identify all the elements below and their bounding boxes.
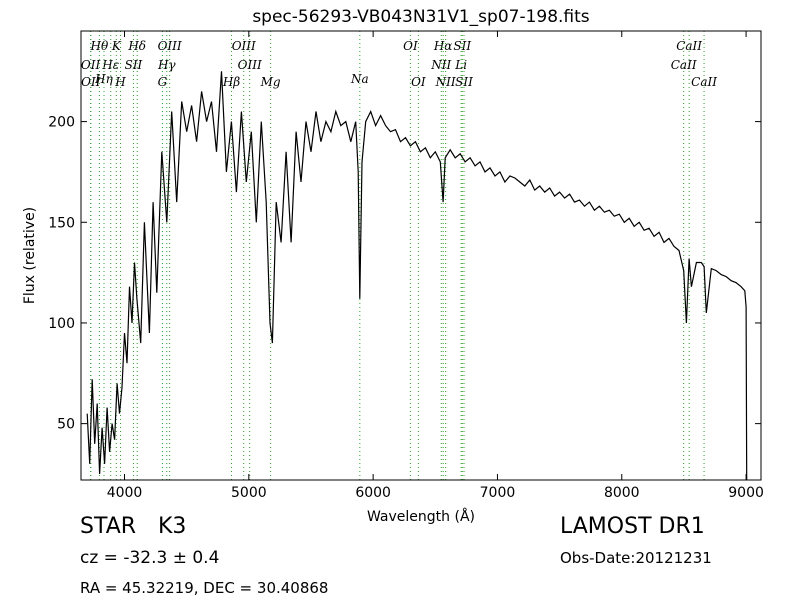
spectral-line-label: H: [114, 75, 126, 89]
y-tick-label: 100: [48, 316, 75, 332]
object-class: STAR: [80, 514, 137, 539]
spectral-line-label: Hδ: [127, 39, 146, 53]
x-tick-label: 4000: [107, 485, 143, 501]
spectral-line-label: CaII: [671, 58, 697, 72]
spectral-line-label: Hγ: [157, 58, 176, 72]
spectral-line-label: Hη: [94, 72, 113, 86]
spectral-line-label: NII: [435, 75, 456, 89]
spectral-line-label: CaII: [691, 75, 717, 89]
object-subclass: K3: [158, 514, 187, 539]
spectral-line-label: Na: [350, 72, 369, 86]
spectral-line-label: OIII: [232, 39, 256, 53]
spectral-line-label: SII: [455, 75, 473, 89]
x-tick-label: 5000: [231, 485, 267, 501]
spectral-line-label: K: [111, 39, 122, 53]
spectral-line-label: SII: [453, 39, 471, 53]
x-tick-label: 9000: [728, 485, 764, 501]
spectral-line-label: OIII: [238, 58, 262, 72]
spectral-line-label: OII: [81, 75, 101, 89]
observation-date: Obs-Date:20121231: [560, 549, 712, 567]
spectral-line-label: G: [158, 75, 168, 89]
spectral-line-label: OI: [403, 39, 418, 53]
spectral-line-label: OI: [411, 75, 426, 89]
survey-name: LAMOST DR1: [560, 514, 705, 539]
spectral-line-label: OII: [81, 58, 101, 72]
spectral-line-label: Hβ: [222, 75, 240, 89]
x-tick-label: 6000: [355, 485, 391, 501]
y-axis-label: Flux (relative): [22, 207, 38, 304]
spectral-line-label: CaII: [676, 39, 702, 53]
spectral-line-label: SII: [125, 58, 143, 72]
spectral-line-label: Hθ: [90, 39, 109, 53]
x-tick-label: 7000: [480, 485, 516, 501]
spectral-line-label: Mg: [260, 75, 281, 89]
spectral-line-label: Hε: [101, 58, 119, 72]
y-tick-label: 200: [48, 115, 75, 131]
spectral-line-label: NII: [430, 58, 451, 72]
spectral-line-label: Li: [454, 58, 467, 72]
redshift-value: cz = -32.3 ± 0.4: [80, 548, 220, 568]
plot-frame: [80, 30, 762, 481]
spectrum-line: [86, 71, 748, 481]
spectral-line-label: OIII: [158, 39, 182, 53]
sky-coordinates: RA = 45.32219, DEC = 30.40868: [80, 579, 329, 597]
y-tick-label: 50: [57, 417, 75, 433]
y-tick-label: 150: [48, 215, 75, 231]
chart-title: spec-56293-VB043N31V1_sp07-198.fits: [252, 7, 589, 27]
spectral-line-label: Hα: [433, 39, 453, 53]
x-tick-label: 8000: [604, 485, 640, 501]
x-axis-label: Wavelength (Å): [367, 508, 475, 525]
